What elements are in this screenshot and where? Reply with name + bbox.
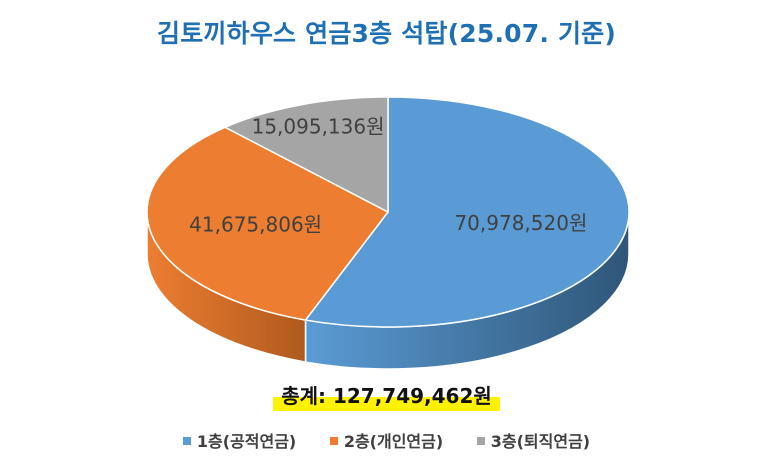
legend-swatch-2 (329, 436, 338, 445)
legend-label-1: 1층(공적연금) (196, 432, 297, 451)
pie-slice-label-1: 70,978,520원 (454, 211, 587, 235)
legend-swatch-1 (182, 436, 191, 445)
legend-swatch-3 (476, 436, 485, 445)
pie-slice-2 (146, 126, 390, 321)
chart-title: 김토끼하우스 연금3층 석탑(25.07. 기준) (157, 19, 616, 48)
legend-label-2: 2층(개인연금) (343, 432, 444, 451)
legend-item-1: 1층(공적연금) (182, 428, 297, 452)
pie-slice-label-2: 41,675,806원 (189, 213, 322, 237)
legend-item-3: 3층(퇴직연금) (476, 428, 591, 452)
total-label: 총계: 127,749,462원 (273, 380, 500, 411)
legend-item-2: 2층(개인연금) (329, 428, 444, 452)
pie-tops (146, 96, 630, 328)
pie-labels: 70,978,520원 41,675,806원 15,095,136원 (189, 114, 587, 236)
pie-slice-1 (304, 96, 630, 328)
pie-slice-3 (223, 96, 389, 214)
legend-label-3: 3층(퇴직연금) (490, 432, 591, 451)
total-wrap: 총계: 127,749,462원 (0, 380, 773, 411)
legend: 1층(공적연금) 2층(개인연금) 3층(퇴직연금) (0, 428, 773, 452)
pie-slice-label-3: 15,095,136원 (252, 114, 385, 138)
